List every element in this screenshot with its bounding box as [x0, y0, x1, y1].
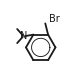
Text: Br: Br — [49, 13, 60, 23]
Text: N: N — [20, 31, 27, 41]
